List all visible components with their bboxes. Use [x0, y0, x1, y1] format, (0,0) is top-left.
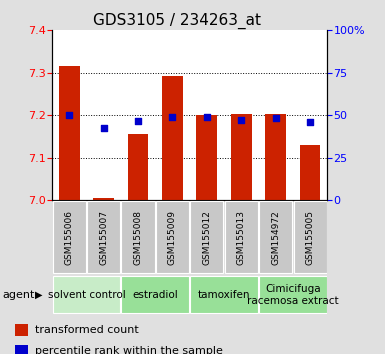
Bar — [122, 276, 189, 313]
Point — [169, 114, 176, 120]
Text: Cimicifuga
racemosa extract: Cimicifuga racemosa extract — [247, 284, 339, 306]
Bar — [225, 201, 258, 273]
Point — [100, 125, 107, 131]
Bar — [231, 114, 251, 200]
Point — [273, 116, 279, 121]
Text: GSM154972: GSM154972 — [271, 210, 280, 264]
Text: solvent control: solvent control — [47, 290, 125, 300]
Point — [204, 114, 210, 120]
Text: percentile rank within the sample: percentile rank within the sample — [35, 346, 223, 354]
Text: ▶: ▶ — [35, 290, 42, 300]
Bar — [128, 134, 148, 200]
Text: GSM155013: GSM155013 — [237, 210, 246, 265]
Text: estradiol: estradiol — [132, 290, 178, 300]
Text: transformed count: transformed count — [35, 325, 139, 335]
Bar — [265, 114, 286, 200]
Bar — [196, 115, 217, 200]
Bar — [190, 201, 223, 273]
Text: GDS3105 / 234263_at: GDS3105 / 234263_at — [93, 12, 261, 29]
Bar — [300, 145, 320, 200]
Text: agent: agent — [2, 290, 34, 300]
Bar — [59, 66, 79, 200]
Point — [238, 117, 244, 123]
Text: GSM155008: GSM155008 — [134, 210, 142, 265]
Text: GSM155009: GSM155009 — [168, 210, 177, 265]
Bar — [87, 201, 120, 273]
Text: GSM155012: GSM155012 — [202, 210, 211, 265]
Bar — [122, 201, 154, 273]
Bar — [53, 201, 86, 273]
Bar — [259, 276, 326, 313]
Bar — [162, 75, 183, 200]
Text: GSM155006: GSM155006 — [65, 210, 74, 265]
Bar — [15, 324, 28, 336]
Bar — [293, 201, 326, 273]
Bar — [190, 276, 258, 313]
Point — [135, 119, 141, 124]
Bar — [15, 345, 28, 354]
Bar — [259, 201, 292, 273]
Bar — [156, 201, 189, 273]
Text: tamoxifen: tamoxifen — [198, 290, 250, 300]
Point — [307, 119, 313, 125]
Bar — [53, 276, 120, 313]
Point — [66, 112, 72, 118]
Bar — [93, 198, 114, 200]
Text: GSM155007: GSM155007 — [99, 210, 108, 265]
Text: GSM155005: GSM155005 — [306, 210, 315, 265]
